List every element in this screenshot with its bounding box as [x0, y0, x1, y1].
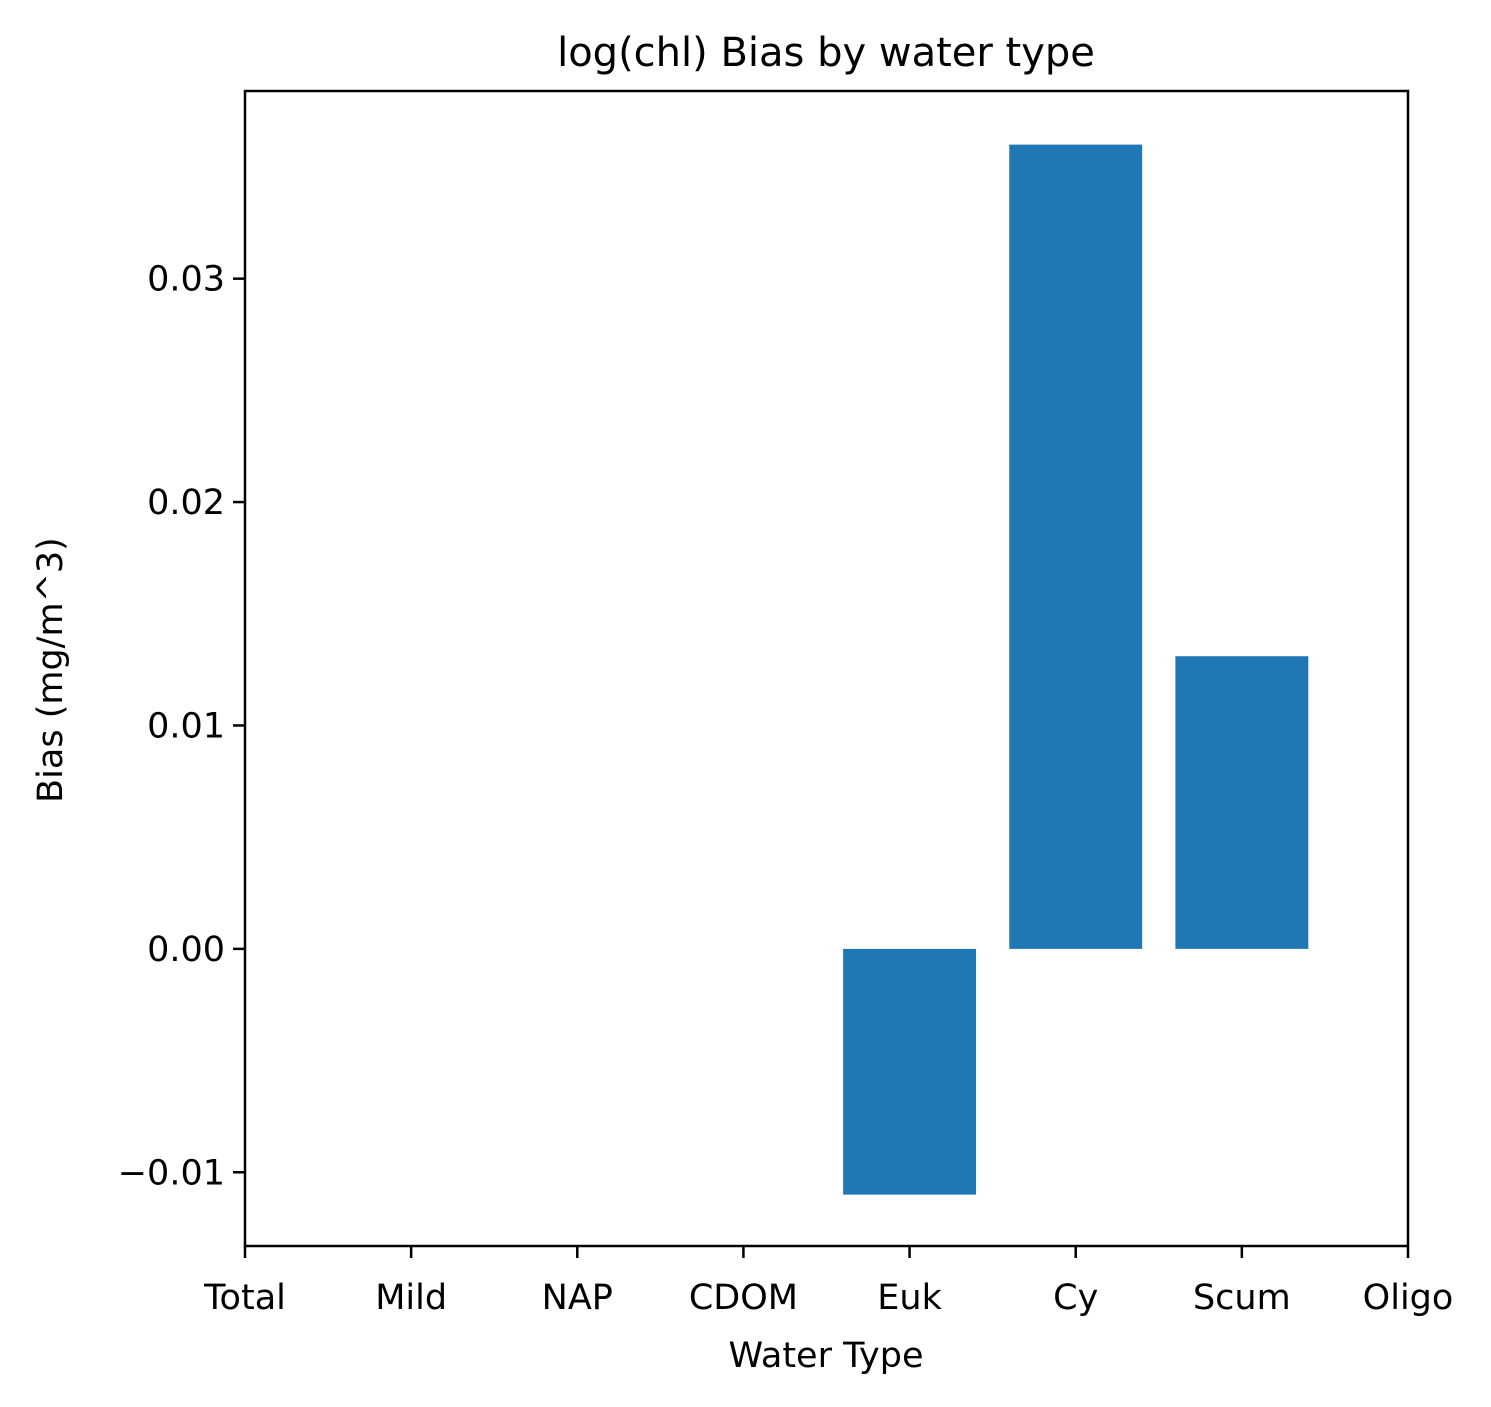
- bar-scum: [1175, 656, 1309, 949]
- x-tick-label: CDOM: [689, 1278, 798, 1318]
- bar-cy: [1009, 144, 1143, 949]
- x-tick-label: Oligo: [1363, 1278, 1454, 1318]
- y-tick-label: 0.02: [147, 483, 225, 523]
- x-tick-label: Total: [203, 1278, 286, 1318]
- bars-group: [843, 144, 1309, 1195]
- y-tick-label: 0.00: [147, 930, 225, 970]
- x-axis-label: Water Type: [729, 1336, 924, 1376]
- bar-euk: [843, 948, 977, 1195]
- x-tick-label: NAP: [542, 1278, 613, 1318]
- y-tick-label: 0.01: [147, 706, 225, 746]
- y-tick-label: −0.01: [118, 1153, 225, 1193]
- chart-title: log(chl) Bias by water type: [557, 30, 1095, 76]
- x-axis: Total Mild NAP CDOM Euk Cy Scum Oligo: [203, 1246, 1453, 1318]
- y-axis-label: Bias (mg/m^3): [31, 537, 71, 803]
- plot-frame: [243, 89, 1410, 1248]
- y-tick-label: 0.03: [147, 260, 225, 300]
- x-tick-label: Scum: [1193, 1278, 1291, 1318]
- x-tick-label: Cy: [1053, 1278, 1098, 1318]
- y-axis: −0.01 0.00 0.01 0.02 0.03: [118, 260, 245, 1193]
- x-tick-label: Mild: [375, 1278, 447, 1318]
- x-tick-label: Euk: [877, 1278, 942, 1318]
